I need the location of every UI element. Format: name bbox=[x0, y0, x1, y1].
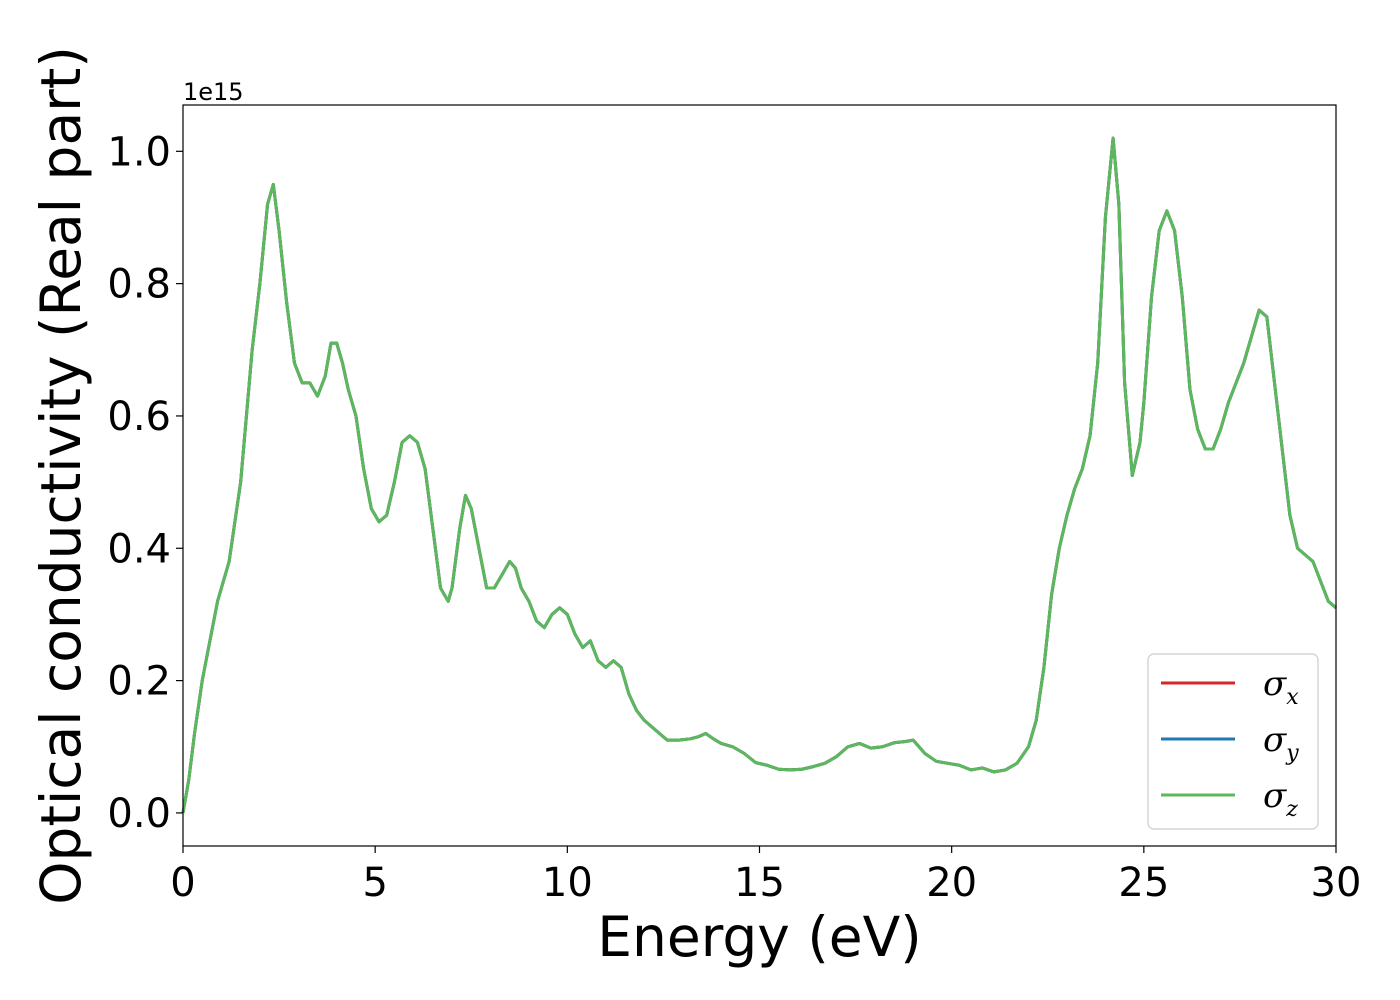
y-offset-label: 1e15 bbox=[183, 78, 244, 106]
legend: σx σy σz bbox=[1147, 653, 1319, 830]
legend-label: σz bbox=[1263, 776, 1298, 822]
x-tick-label: 30 bbox=[1311, 860, 1362, 906]
y-tick-label: 0.4 bbox=[107, 526, 171, 572]
legend-box bbox=[1147, 653, 1319, 830]
x-tick-label: 5 bbox=[362, 860, 387, 906]
x-tick-label: 0 bbox=[170, 860, 195, 906]
y-tick-label: 0.2 bbox=[107, 659, 171, 705]
x-tick-label: 10 bbox=[542, 860, 593, 906]
x-tick-label: 15 bbox=[734, 860, 785, 906]
legend-label: σy bbox=[1263, 720, 1299, 766]
y-tick-label: 0.0 bbox=[107, 791, 171, 837]
y-axis-label: Optical conductivity (Real part) bbox=[29, 46, 93, 905]
series-line-3 bbox=[181, 136, 1337, 814]
x-tick-label: 20 bbox=[926, 860, 977, 906]
y-axis: 0.0 0.2 0.4 0.6 0.8 1.0 bbox=[107, 129, 183, 837]
x-axis-label: Energy (eV) bbox=[597, 905, 921, 969]
y-tick-label: 1.0 bbox=[107, 129, 171, 175]
y-tick-label: 0.8 bbox=[107, 262, 171, 308]
legend-label: σx bbox=[1263, 664, 1299, 710]
x-tick-label: 25 bbox=[1118, 860, 1169, 906]
series-layer bbox=[181, 136, 1337, 814]
y-tick-label: 0.6 bbox=[107, 394, 171, 440]
x-axis: 0 5 10 15 20 25 30 bbox=[170, 846, 1361, 906]
